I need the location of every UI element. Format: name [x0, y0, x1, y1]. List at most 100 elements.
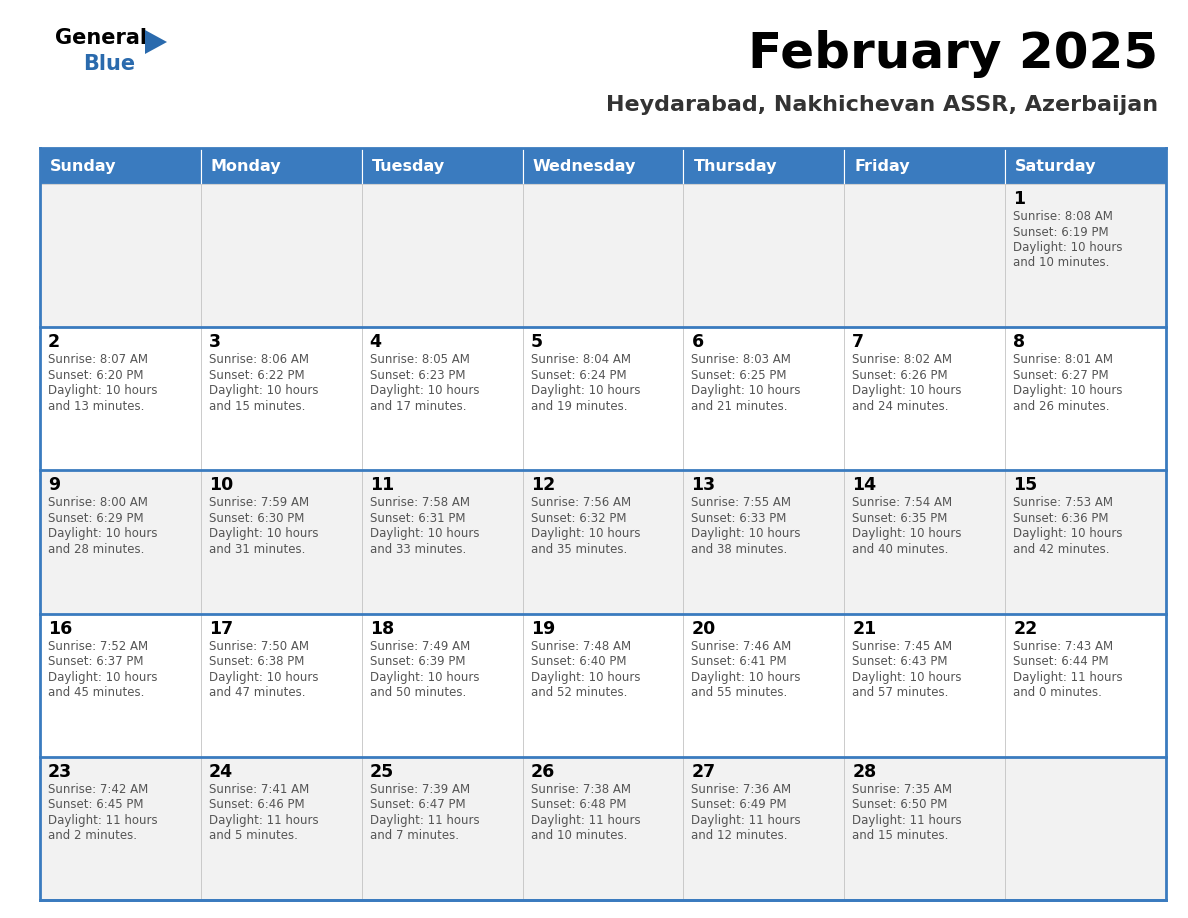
Bar: [201, 756, 361, 900]
Text: Sunset: 6:31 PM: Sunset: 6:31 PM: [369, 512, 466, 525]
Text: Sunset: 6:24 PM: Sunset: 6:24 PM: [531, 369, 626, 382]
Text: and 31 minutes.: and 31 minutes.: [209, 543, 305, 556]
Bar: [201, 613, 361, 756]
Bar: [1005, 756, 1165, 900]
Bar: [523, 184, 683, 327]
Bar: [201, 148, 361, 184]
Bar: [361, 148, 523, 184]
Text: 11: 11: [369, 476, 394, 495]
Text: Daylight: 10 hours: Daylight: 10 hours: [48, 385, 158, 397]
Text: 25: 25: [369, 763, 394, 781]
Text: Daylight: 10 hours: Daylight: 10 hours: [1013, 385, 1123, 397]
Text: and 2 minutes.: and 2 minutes.: [48, 829, 137, 843]
Bar: [845, 184, 1005, 327]
Bar: [1005, 148, 1165, 184]
Text: and 55 minutes.: and 55 minutes.: [691, 686, 788, 700]
Text: Sunset: 6:22 PM: Sunset: 6:22 PM: [209, 369, 304, 382]
Text: Daylight: 10 hours: Daylight: 10 hours: [852, 385, 962, 397]
Text: 8: 8: [1013, 333, 1025, 352]
Bar: [40, 470, 201, 613]
Text: Daylight: 10 hours: Daylight: 10 hours: [369, 385, 479, 397]
Text: Sunset: 6:46 PM: Sunset: 6:46 PM: [209, 799, 304, 812]
Text: 28: 28: [852, 763, 877, 781]
Bar: [201, 470, 361, 613]
Bar: [40, 613, 201, 756]
Text: Daylight: 10 hours: Daylight: 10 hours: [691, 671, 801, 684]
Text: Sunset: 6:32 PM: Sunset: 6:32 PM: [531, 512, 626, 525]
Text: 19: 19: [531, 620, 555, 638]
Text: Sunset: 6:48 PM: Sunset: 6:48 PM: [531, 799, 626, 812]
Text: Sunset: 6:30 PM: Sunset: 6:30 PM: [209, 512, 304, 525]
Text: Sunrise: 7:46 AM: Sunrise: 7:46 AM: [691, 640, 791, 653]
Bar: [683, 184, 845, 327]
Bar: [683, 470, 845, 613]
Text: 23: 23: [48, 763, 72, 781]
Text: Sunset: 6:50 PM: Sunset: 6:50 PM: [852, 799, 948, 812]
Text: Sunrise: 7:50 AM: Sunrise: 7:50 AM: [209, 640, 309, 653]
Bar: [361, 184, 523, 327]
Text: Sunrise: 7:59 AM: Sunrise: 7:59 AM: [209, 497, 309, 509]
Text: Daylight: 10 hours: Daylight: 10 hours: [531, 528, 640, 541]
Bar: [523, 756, 683, 900]
Text: Daylight: 10 hours: Daylight: 10 hours: [209, 671, 318, 684]
Text: Sunset: 6:26 PM: Sunset: 6:26 PM: [852, 369, 948, 382]
Text: and 17 minutes.: and 17 minutes.: [369, 399, 466, 413]
Text: and 40 minutes.: and 40 minutes.: [852, 543, 949, 556]
Text: Sunrise: 8:03 AM: Sunrise: 8:03 AM: [691, 353, 791, 366]
Text: Daylight: 10 hours: Daylight: 10 hours: [852, 671, 962, 684]
Text: 6: 6: [691, 333, 703, 352]
Text: 22: 22: [1013, 620, 1037, 638]
Text: Sunset: 6:38 PM: Sunset: 6:38 PM: [209, 655, 304, 668]
Text: and 10 minutes.: and 10 minutes.: [531, 829, 627, 843]
Text: Daylight: 11 hours: Daylight: 11 hours: [1013, 671, 1123, 684]
Bar: [40, 327, 201, 470]
Text: Daylight: 10 hours: Daylight: 10 hours: [209, 385, 318, 397]
Bar: [361, 470, 523, 613]
Text: Sunset: 6:39 PM: Sunset: 6:39 PM: [369, 655, 466, 668]
Text: Monday: Monday: [210, 159, 282, 174]
Text: and 24 minutes.: and 24 minutes.: [852, 399, 949, 413]
Bar: [683, 148, 845, 184]
Text: Sunset: 6:44 PM: Sunset: 6:44 PM: [1013, 655, 1108, 668]
Text: Daylight: 10 hours: Daylight: 10 hours: [1013, 528, 1123, 541]
Text: Sunset: 6:49 PM: Sunset: 6:49 PM: [691, 799, 788, 812]
Text: Sunset: 6:20 PM: Sunset: 6:20 PM: [48, 369, 144, 382]
Text: Daylight: 10 hours: Daylight: 10 hours: [369, 528, 479, 541]
Bar: [361, 756, 523, 900]
Text: and 52 minutes.: and 52 minutes.: [531, 686, 627, 700]
Bar: [201, 184, 361, 327]
Text: Sunset: 6:40 PM: Sunset: 6:40 PM: [531, 655, 626, 668]
Text: 1: 1: [1013, 190, 1025, 208]
Text: Sunset: 6:47 PM: Sunset: 6:47 PM: [369, 799, 466, 812]
Text: 12: 12: [531, 476, 555, 495]
Text: Sunrise: 7:55 AM: Sunrise: 7:55 AM: [691, 497, 791, 509]
Text: Sunrise: 7:38 AM: Sunrise: 7:38 AM: [531, 783, 631, 796]
Text: Daylight: 10 hours: Daylight: 10 hours: [48, 528, 158, 541]
Text: Heydarabad, Nakhichevan ASSR, Azerbaijan: Heydarabad, Nakhichevan ASSR, Azerbaijan: [606, 95, 1158, 115]
Text: Sunrise: 8:04 AM: Sunrise: 8:04 AM: [531, 353, 631, 366]
Text: 5: 5: [531, 333, 543, 352]
Bar: [845, 756, 1005, 900]
Text: Sunrise: 7:39 AM: Sunrise: 7:39 AM: [369, 783, 469, 796]
Text: and 33 minutes.: and 33 minutes.: [369, 543, 466, 556]
Text: Sunrise: 7:49 AM: Sunrise: 7:49 AM: [369, 640, 470, 653]
Text: Tuesday: Tuesday: [372, 159, 444, 174]
Bar: [523, 613, 683, 756]
Text: Sunset: 6:27 PM: Sunset: 6:27 PM: [1013, 369, 1108, 382]
Text: Daylight: 11 hours: Daylight: 11 hours: [852, 813, 962, 827]
Bar: [683, 327, 845, 470]
Text: Daylight: 10 hours: Daylight: 10 hours: [531, 385, 640, 397]
Bar: [845, 470, 1005, 613]
Text: and 15 minutes.: and 15 minutes.: [852, 829, 949, 843]
Text: 24: 24: [209, 763, 233, 781]
Text: and 15 minutes.: and 15 minutes.: [209, 399, 305, 413]
Text: Sunrise: 8:06 AM: Sunrise: 8:06 AM: [209, 353, 309, 366]
Text: and 0 minutes.: and 0 minutes.: [1013, 686, 1102, 700]
Text: Sunrise: 8:08 AM: Sunrise: 8:08 AM: [1013, 210, 1113, 223]
Text: Sunrise: 8:02 AM: Sunrise: 8:02 AM: [852, 353, 953, 366]
Text: Sunrise: 7:35 AM: Sunrise: 7:35 AM: [852, 783, 953, 796]
Text: and 12 minutes.: and 12 minutes.: [691, 829, 788, 843]
Bar: [361, 613, 523, 756]
Text: Sunrise: 8:05 AM: Sunrise: 8:05 AM: [369, 353, 469, 366]
Text: Thursday: Thursday: [694, 159, 777, 174]
